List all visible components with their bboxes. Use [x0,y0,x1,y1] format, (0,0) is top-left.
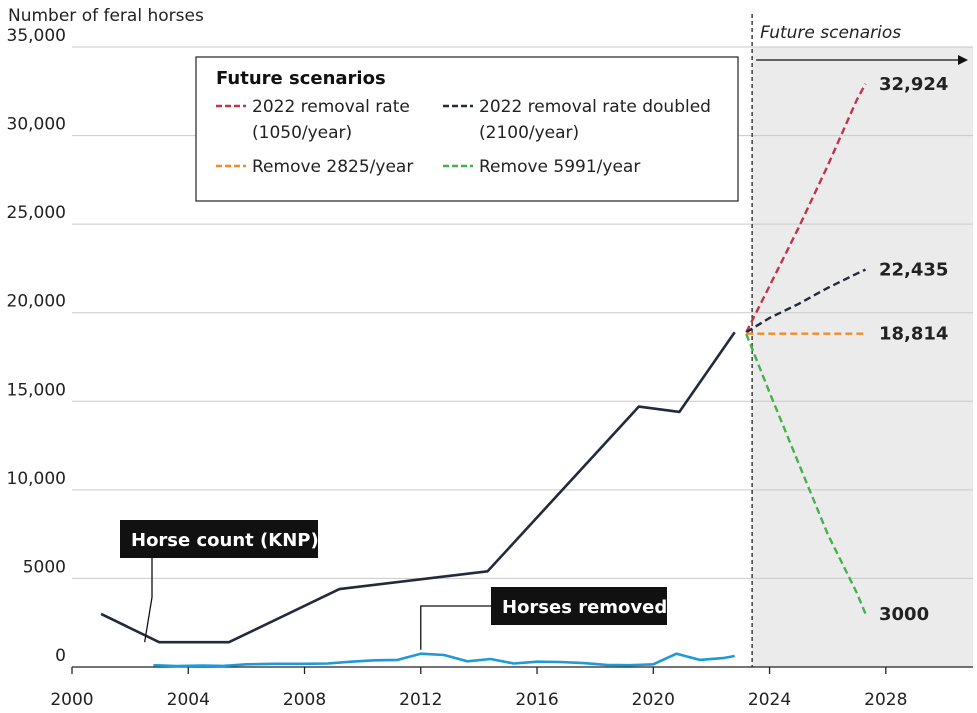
legend-label: Remove 5991/year [479,157,640,177]
x-tick-label: 2000 [50,690,93,710]
y-tick-label: 25,000 [7,203,66,223]
series-remove-5991-year [745,333,867,615]
callout-box-horse-count [120,520,318,558]
y-tick-label: 0 [55,646,66,666]
future-arrow [756,55,968,65]
x-tick-label: 2024 [748,690,791,710]
y-tick-label: 30,000 [7,115,66,135]
x-tick-label: 2008 [283,690,326,710]
callout-box-horses-removed [491,587,667,625]
arrow-head [958,55,968,65]
x-tick-label: 2028 [864,690,907,710]
legend-title: Future scenarios [216,68,386,89]
end-label: 3000 [879,604,929,625]
x-tick-label: 2016 [515,690,558,710]
y-tick-label: 35,000 [7,26,66,46]
y-tick-label: 20,000 [7,292,66,312]
x-tick-label: 2012 [399,690,442,710]
end-labels: 32,924 22,435 18,814 3000 [879,74,948,625]
series-2022-removal-rate-doubled-2100-year [745,268,867,334]
end-label: 22,435 [879,260,948,281]
legend-label: Remove 2825/year [252,157,413,177]
series-horse-count-knp [100,331,736,644]
x-axis: 2000 2004 2008 2012 2016 2020 2024 2028 [50,667,907,710]
y-axis-label: Number of feral horses [8,6,204,26]
callout-leader-horse-count [144,555,153,643]
y-tick-label: 15,000 [7,380,66,400]
legend-label-sub: (1050/year) [252,123,352,143]
future-scenarios-caption: Future scenarios [760,23,901,43]
callout-horse-count: Horse count (KNP) [131,530,319,551]
legend-box [195,56,739,202]
legend-label: 2022 removal rate [252,97,410,117]
legend-label: 2022 removal rate doubled [479,97,711,117]
series-horses-removed [153,652,735,668]
callouts: Horse count (KNP) Horses removed [120,520,667,650]
legend: Future scenarios 2022 removal rate (1050/y… [195,56,739,202]
future-shade [752,47,973,667]
end-label: 18,814 [879,324,948,345]
x-tick-label: 2004 [167,690,210,710]
y-tick-label: 5000 [23,557,66,577]
callout-leader-horses-removed [420,605,492,650]
end-label: 32,924 [879,74,948,95]
callout-horses-removed: Horses removed [502,597,667,618]
series-lines [100,83,867,668]
x-tick-label: 2020 [632,690,675,710]
legend-label-sub: (2100/year) [479,123,579,143]
y-tick-label: 10,000 [7,469,66,489]
y-axis: 0 5000 10,000 15,000 20,000 25,000 30,000 35,00… [7,26,66,666]
